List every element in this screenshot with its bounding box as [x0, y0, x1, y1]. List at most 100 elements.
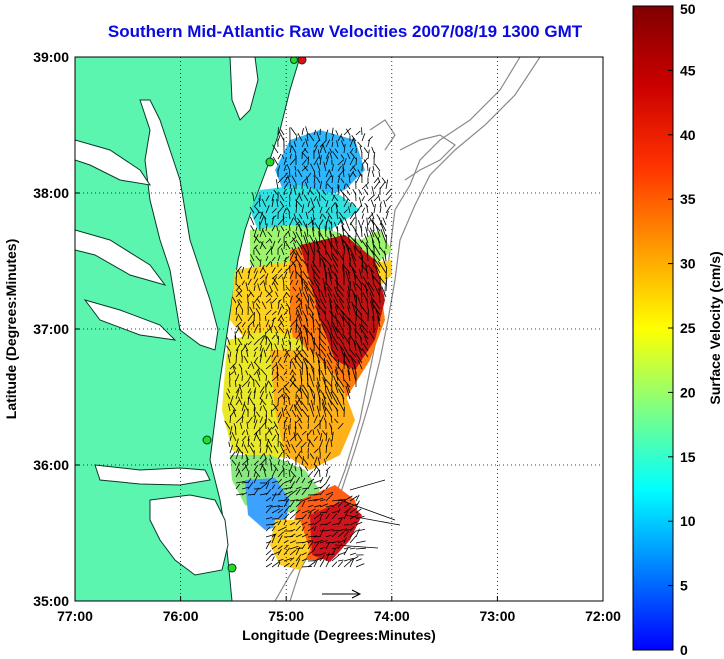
velocity-arrow: [229, 371, 231, 382]
velocity-arrow: [241, 375, 243, 382]
velocity-arrow: [365, 226, 369, 238]
velocity-arrow: [283, 258, 287, 268]
velocity-arrow: [293, 242, 297, 250]
velocity-arrow: [314, 305, 321, 316]
velocity-arrow: [272, 277, 279, 286]
velocity-arrow: [265, 343, 271, 352]
velocity-arrow: [337, 133, 343, 142]
velocity-arrow: [249, 306, 255, 316]
velocity-arrow: [295, 297, 301, 304]
velocity-arrow: [253, 338, 260, 346]
velocity-arrow: [343, 354, 345, 370]
velocity-arrow: [360, 313, 363, 328]
velocity-arrow: [265, 319, 270, 328]
velocity-arrow: [343, 193, 351, 202]
velocity-arrow: [364, 284, 369, 298]
velocity-arrow: [307, 549, 316, 556]
velocity-arrow: [320, 195, 327, 202]
velocity-arrow: [334, 369, 339, 382]
velocity-arrow: [340, 178, 345, 184]
velocity-arrow: [355, 294, 358, 310]
velocity-arrow: [293, 185, 297, 196]
velocity-arrow: [360, 283, 363, 298]
velocity-arrow: [293, 357, 303, 370]
velocity-arrow: [281, 407, 285, 418]
velocity-arrow: [283, 172, 288, 178]
velocity-arrow: [271, 424, 277, 430]
velocity-arrow: [313, 486, 323, 490]
velocity-arrow: [226, 345, 231, 352]
velocity-arrow: [271, 297, 278, 304]
velocity-arrow: [373, 258, 381, 268]
velocity-arrow: [253, 419, 258, 430]
velocity-arrow: [231, 459, 237, 466]
velocity-arrow: [301, 500, 306, 508]
velocity-arrow: [273, 325, 279, 334]
velocity-arrow: [293, 404, 297, 412]
velocity-arrow: [259, 416, 263, 424]
velocity-arrow: [298, 454, 303, 460]
velocity-arrow: [353, 304, 363, 316]
velocity-arrow: [343, 158, 347, 166]
velocity-arrow: [337, 320, 345, 334]
velocity-arrow: [325, 443, 328, 454]
velocity-arrow: [271, 561, 280, 568]
velocity-arrow: [234, 426, 237, 436]
velocity-arrow: [295, 476, 300, 484]
velocity-arrow: [305, 304, 309, 316]
velocity-arrow: [332, 340, 339, 352]
velocity-arrow: [283, 536, 294, 538]
velocity-arrow: [273, 464, 279, 472]
velocity-arrow: [327, 212, 333, 220]
velocity-arrow: [264, 216, 267, 226]
velocity-arrow: [296, 414, 303, 424]
velocity-arrow: [330, 439, 333, 448]
velocity-arrow: [325, 466, 331, 472]
velocity-arrow: [331, 548, 336, 556]
velocity-arrow: [307, 249, 310, 262]
velocity-arrow: [319, 219, 324, 226]
velocity-arrow: [300, 374, 303, 388]
colorbar-tick-label: 35: [680, 191, 696, 207]
velocity-arrow: [304, 357, 315, 370]
station-marker-green: [265, 157, 275, 167]
velocity-arrow: [308, 403, 315, 418]
velocity-arrow: [358, 256, 369, 268]
velocity-arrow: [267, 231, 273, 238]
velocity-arrow: [229, 351, 232, 358]
velocity-arrow: [270, 246, 273, 256]
velocity-arrow: [319, 540, 328, 544]
velocity-arrow: [270, 463, 273, 472]
velocity-arrow: [307, 504, 314, 508]
velocity-arrow: [379, 220, 383, 226]
y-tick-label: 38:00: [33, 185, 69, 201]
velocity-arrow: [235, 438, 239, 448]
velocity-arrow: [310, 163, 315, 172]
velocity-arrow: [301, 408, 309, 418]
velocity-arrow: [337, 528, 347, 532]
velocity-arrow: [250, 254, 255, 262]
velocity-arrow: [349, 164, 356, 172]
velocity-arrow: [275, 428, 279, 436]
velocity-arrow: [294, 426, 297, 436]
velocity-arrow: [337, 176, 341, 184]
velocity-arrow: [319, 139, 327, 148]
velocity-arrow: [331, 546, 340, 550]
velocity-arrow: [349, 349, 357, 358]
velocity-arrow: [288, 212, 291, 220]
velocity-arrow: [232, 409, 237, 418]
velocity-arrow: [316, 198, 321, 208]
velocity-arrow: [265, 247, 272, 256]
velocity-arrow: [272, 403, 279, 412]
velocity-arrow: [259, 483, 268, 490]
velocity-arrow: [312, 429, 315, 436]
velocity-arrow: [268, 381, 273, 388]
velocity-arrow: [331, 141, 334, 148]
velocity-arrow: [278, 326, 285, 334]
velocity-arrow: [253, 201, 259, 208]
velocity-arrow: [337, 508, 341, 514]
velocity-arrow: [331, 561, 338, 568]
velocity-arrow: [289, 217, 294, 226]
x-tick-label: 77:00: [57, 608, 93, 624]
velocity-arrow: [295, 345, 301, 352]
